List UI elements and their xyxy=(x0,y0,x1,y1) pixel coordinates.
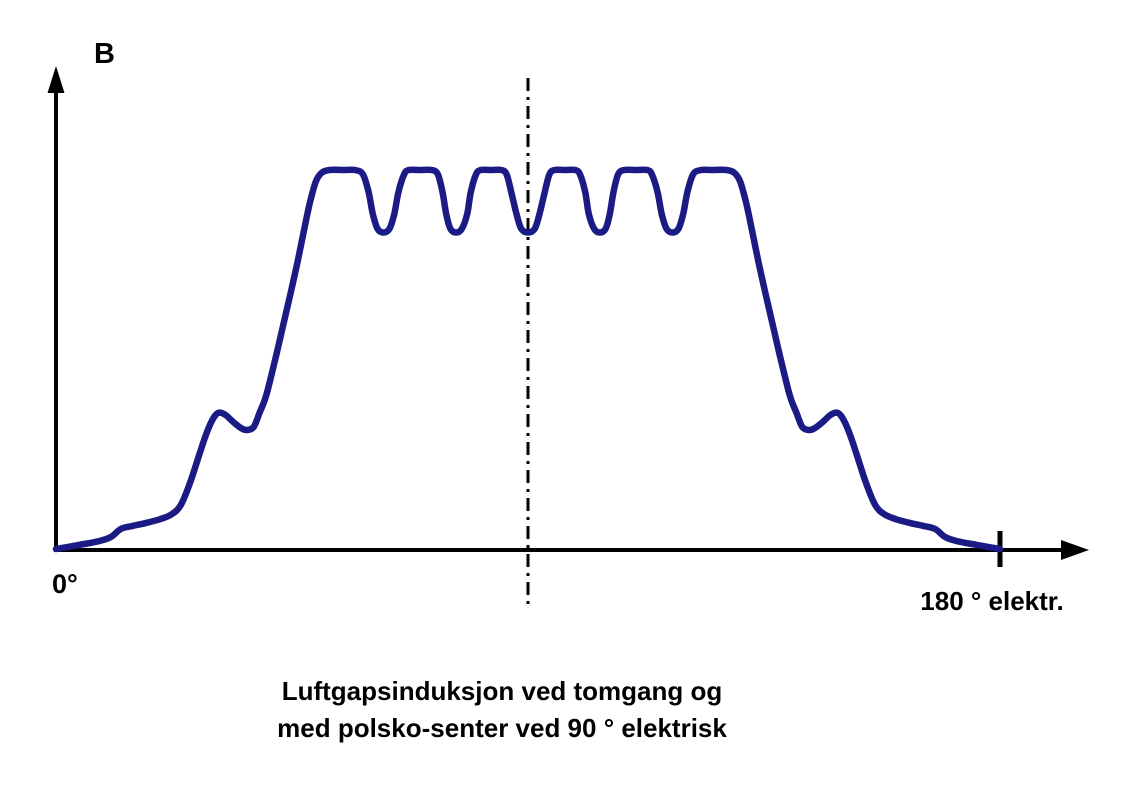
y-axis-arrowhead xyxy=(47,66,65,93)
x-axis-arrowhead xyxy=(1061,540,1089,560)
x-axis-origin-label: 0° xyxy=(52,569,78,599)
airgap-induction-curve xyxy=(52,166,1004,553)
figure-caption: Luftgapsinduksjon ved tomgang og med pol… xyxy=(0,673,1004,747)
y-axis-label: B xyxy=(94,38,115,70)
caption-line-2: med polsko-senter ved 90 ° elektrisk xyxy=(277,713,727,743)
x-axis-end-label: 180 ° elektr. xyxy=(920,586,1064,616)
caption-line-1: Luftgapsinduksjon ved tomgang og xyxy=(281,676,723,706)
